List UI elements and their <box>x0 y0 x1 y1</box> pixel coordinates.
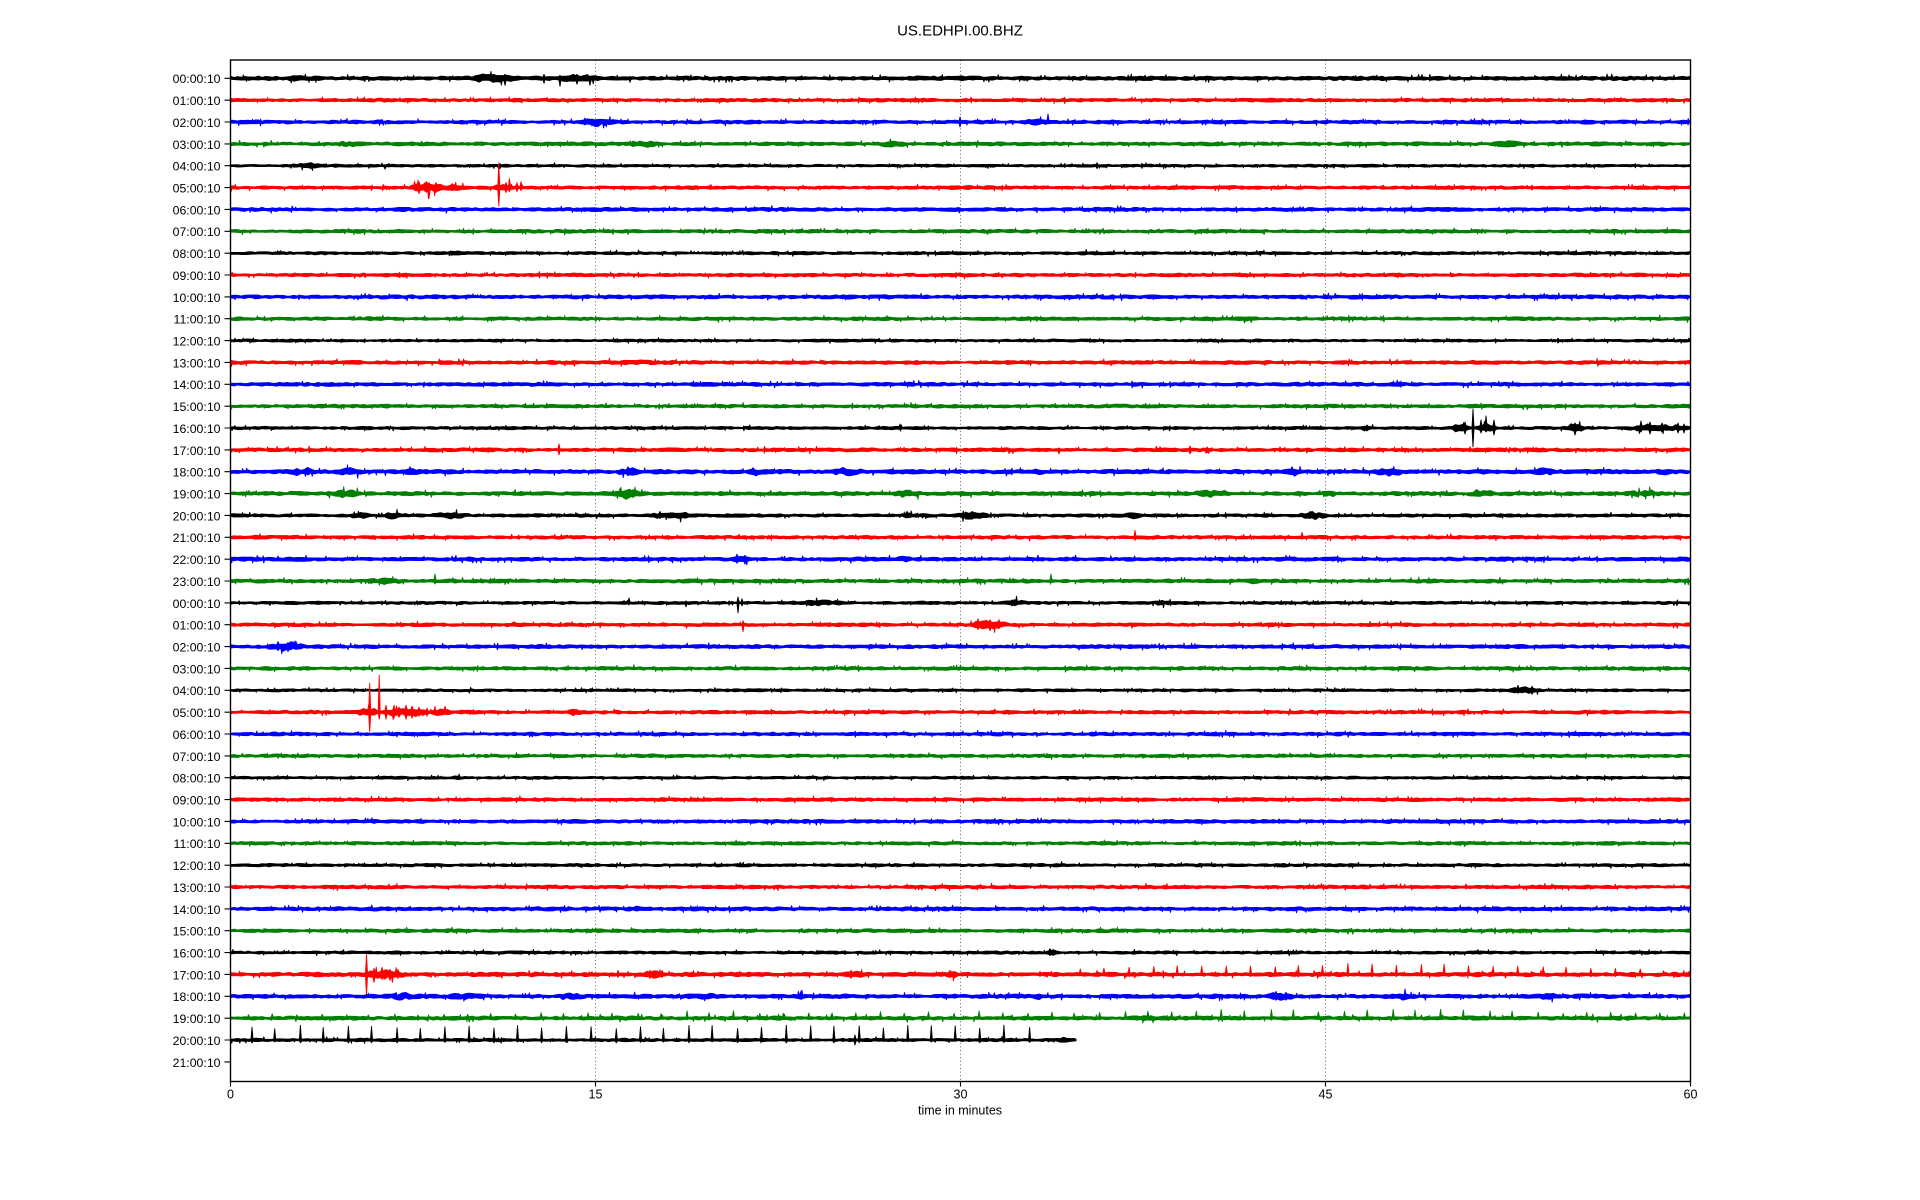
svg-text:21:00:10: 21:00:10 <box>173 531 221 545</box>
svg-text:19:00:10: 19:00:10 <box>173 488 221 502</box>
svg-text:09:00:10: 09:00:10 <box>173 794 221 808</box>
svg-text:02:00:10: 02:00:10 <box>173 116 221 130</box>
svg-text:10:00:10: 10:00:10 <box>173 291 221 305</box>
svg-text:08:00:10: 08:00:10 <box>173 772 221 786</box>
svg-text:16:00:10: 16:00:10 <box>173 947 221 961</box>
svg-text:15:00:10: 15:00:10 <box>173 925 221 939</box>
svg-text:45: 45 <box>1319 1088 1333 1102</box>
svg-text:11:00:10: 11:00:10 <box>174 837 221 851</box>
svg-text:16:00:10: 16:00:10 <box>173 422 221 436</box>
svg-text:17:00:10: 17:00:10 <box>173 444 221 458</box>
svg-text:15: 15 <box>589 1088 603 1102</box>
svg-text:18:00:10: 18:00:10 <box>173 990 221 1004</box>
svg-text:13:00:10: 13:00:10 <box>173 881 221 895</box>
svg-text:60: 60 <box>1684 1088 1698 1102</box>
svg-text:22:00:10: 22:00:10 <box>173 553 221 567</box>
svg-text:06:00:10: 06:00:10 <box>173 728 221 742</box>
svg-text:05:00:10: 05:00:10 <box>173 182 221 196</box>
svg-text:12:00:10: 12:00:10 <box>173 859 221 873</box>
svg-text:07:00:10: 07:00:10 <box>173 750 221 764</box>
svg-text:01:00:10: 01:00:10 <box>173 619 221 633</box>
svg-text:04:00:10: 04:00:10 <box>173 160 221 174</box>
svg-text:09:00:10: 09:00:10 <box>173 269 221 283</box>
svg-text:06:00:10: 06:00:10 <box>173 203 221 217</box>
svg-text:0: 0 <box>227 1088 234 1102</box>
svg-text:00:00:10: 00:00:10 <box>173 597 221 611</box>
svg-text:03:00:10: 03:00:10 <box>173 662 221 676</box>
svg-text:17:00:10: 17:00:10 <box>173 968 221 982</box>
svg-text:01:00:10: 01:00:10 <box>173 94 221 108</box>
svg-text:US.EDHPI.00.BHZ: US.EDHPI.00.BHZ <box>897 23 1023 40</box>
svg-text:23:00:10: 23:00:10 <box>173 575 221 589</box>
svg-text:10:00:10: 10:00:10 <box>173 815 221 829</box>
svg-text:18:00:10: 18:00:10 <box>173 466 221 480</box>
svg-text:04:00:10: 04:00:10 <box>173 684 221 698</box>
svg-text:03:00:10: 03:00:10 <box>173 138 221 152</box>
svg-text:07:00:10: 07:00:10 <box>173 225 221 239</box>
svg-text:19:00:10: 19:00:10 <box>173 1012 221 1026</box>
svg-text:14:00:10: 14:00:10 <box>173 378 221 392</box>
svg-text:02:00:10: 02:00:10 <box>173 641 221 655</box>
svg-text:30: 30 <box>954 1088 968 1102</box>
svg-text:05:00:10: 05:00:10 <box>173 706 221 720</box>
svg-text:15:00:10: 15:00:10 <box>173 400 221 414</box>
svg-text:20:00:10: 20:00:10 <box>173 1034 221 1048</box>
svg-text:12:00:10: 12:00:10 <box>173 335 221 349</box>
svg-text:21:00:10: 21:00:10 <box>173 1056 221 1070</box>
svg-text:08:00:10: 08:00:10 <box>173 247 221 261</box>
svg-text:20:00:10: 20:00:10 <box>173 509 221 523</box>
svg-text:14:00:10: 14:00:10 <box>173 903 221 917</box>
svg-text:00:00:10: 00:00:10 <box>173 72 221 86</box>
svg-text:13:00:10: 13:00:10 <box>173 356 221 370</box>
svg-text:11:00:10: 11:00:10 <box>174 313 221 327</box>
svg-text:time in minutes: time in minutes <box>918 1104 1002 1118</box>
